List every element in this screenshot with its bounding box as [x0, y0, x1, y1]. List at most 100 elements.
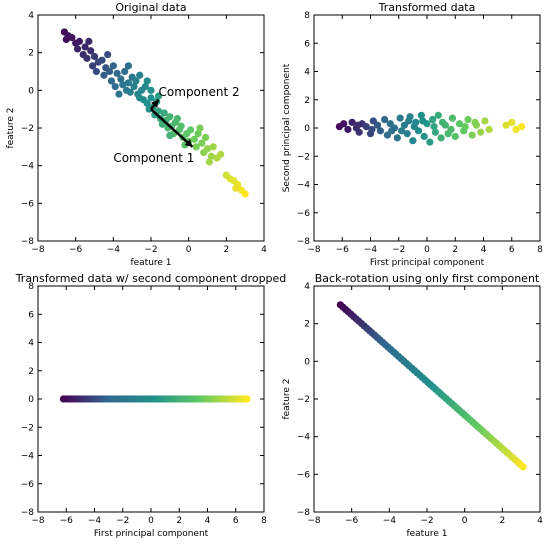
data-point [113, 69, 121, 77]
data-point [396, 114, 404, 122]
y-tick-label: −8 [297, 508, 311, 518]
data-point [447, 125, 455, 134]
data-point [92, 67, 100, 76]
data-point [471, 118, 479, 126]
data-point [83, 54, 91, 62]
y-tick-label: 0 [28, 86, 34, 96]
data-point [194, 130, 202, 138]
y-tick-label: 4 [28, 339, 34, 349]
y-tick-label: 8 [304, 11, 310, 21]
data-point [143, 77, 151, 85]
x-tick-label: −2 [392, 245, 405, 255]
data-point [455, 120, 464, 128]
data-point [243, 395, 251, 403]
x-tick-label: 8 [537, 245, 543, 255]
data-point [426, 138, 434, 146]
data-point [192, 143, 200, 151]
data-point [119, 81, 127, 89]
data-point [502, 121, 510, 129]
arrow-head [151, 99, 159, 108]
data-point [451, 132, 459, 141]
data-point [198, 139, 206, 147]
data-point [397, 127, 406, 135]
y-tick-label: −8 [21, 237, 35, 247]
data-point [434, 111, 442, 119]
x-tick-label: 0 [148, 516, 154, 526]
y-tick-label: 2 [28, 367, 34, 377]
x-tick-label: 4 [261, 245, 267, 255]
y-tick-label: −4 [297, 181, 311, 191]
y-tick-label: −4 [21, 162, 35, 172]
data-point [437, 134, 445, 142]
y-tick-label: −2 [297, 395, 310, 405]
x-tick-label: −6 [336, 245, 350, 255]
data-point [376, 127, 384, 135]
y-tick-label: −8 [21, 508, 35, 518]
data-point [417, 111, 425, 119]
x-tick-label: 2 [223, 245, 229, 255]
panel-title: Transformed data [378, 1, 476, 14]
data-point [100, 71, 108, 79]
x-tick-label: 4 [481, 245, 487, 255]
data-point [217, 150, 225, 158]
data-layer [59, 395, 251, 403]
panel-2: Transformed data −8 −6 −4 −2 0 2 4 6 8 −8 −6 −4 −2 0 2 4… [282, 1, 543, 268]
x-axis-label: First principal component [94, 529, 209, 539]
data-point [136, 71, 144, 79]
data-point [111, 82, 119, 91]
x-tick-label: −8 [307, 516, 321, 526]
data-point [73, 45, 82, 53]
data-point [512, 125, 520, 134]
data-point [202, 133, 210, 142]
panel-1: Original data Component 2 Component 1 −8 −6 −… [6, 1, 267, 268]
data-point [203, 145, 212, 153]
data-point [107, 77, 116, 85]
data-point [160, 109, 168, 117]
y-tick-label: 2 [304, 320, 310, 330]
x-tick-label: −4 [88, 516, 102, 526]
x-axis-label: feature 1 [406, 529, 447, 539]
data-point [90, 52, 99, 61]
data-point [344, 125, 352, 134]
y-tick-label: 2 [304, 96, 310, 106]
component-arrow [150, 108, 194, 148]
data-point [448, 114, 457, 122]
panel-3: Transformed data w/ second component dro… [15, 272, 287, 539]
data-point [141, 82, 149, 91]
y-tick-label: 4 [304, 68, 310, 78]
data-point [477, 128, 485, 136]
x-tick-label: −6 [60, 516, 74, 526]
data-point [468, 131, 476, 139]
data-point [431, 128, 440, 136]
data-point [117, 75, 125, 83]
y-tick-label: 0 [28, 395, 34, 405]
arrow-head [184, 139, 193, 147]
panel-title: Back-rotation using only first component [315, 272, 540, 285]
y-tick-label: −6 [297, 470, 311, 480]
data-point [207, 152, 215, 160]
data-point [461, 122, 469, 131]
data-point [205, 158, 213, 166]
data-point [81, 43, 89, 51]
x-tick-label: 4 [537, 516, 543, 526]
data-point [147, 94, 155, 102]
x-tick-label: −6 [69, 245, 83, 255]
data-point [98, 56, 106, 64]
data-point [481, 117, 489, 125]
annotation-label: Component 1 [113, 151, 194, 165]
y-tick-label: 0 [304, 124, 310, 134]
data-point [232, 184, 240, 192]
data-point [373, 121, 382, 129]
data-point [485, 125, 493, 134]
y-tick-label: 2 [28, 49, 34, 59]
y-tick-label: 4 [28, 11, 34, 21]
data-point [438, 118, 447, 126]
y-tick-label: −2 [21, 124, 34, 134]
data-point [154, 92, 163, 100]
data-point [62, 35, 70, 44]
data-layer [335, 111, 526, 146]
data-layer: Component 2 Component 1 [60, 28, 249, 198]
data-point [68, 34, 76, 42]
data-point [410, 122, 418, 131]
